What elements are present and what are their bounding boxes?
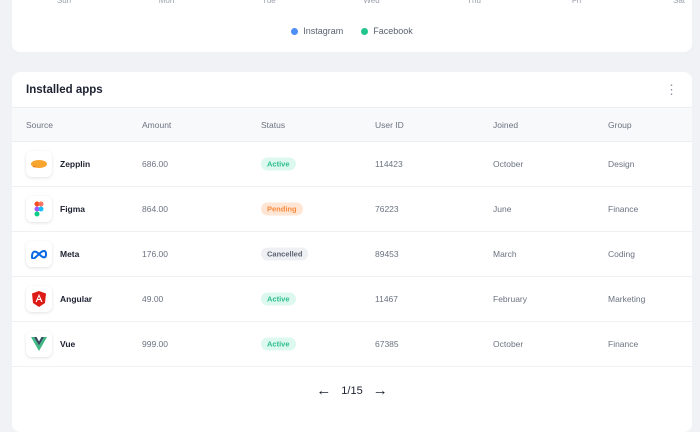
joined-cell: October bbox=[493, 159, 524, 169]
group-cell: Finance bbox=[608, 339, 639, 349]
joined-cell: March bbox=[493, 249, 517, 259]
next-page-button[interactable]: → bbox=[372, 382, 388, 399]
table-row[interactable]: Figma 864.00 Pending 76223 June Finance bbox=[12, 187, 692, 232]
amount-cell: 49.00 bbox=[142, 294, 164, 304]
installed-apps-card: Installed apps ⋮ Source Amount Status Us… bbox=[12, 72, 692, 432]
legend-instagram[interactable]: Instagram bbox=[291, 26, 343, 36]
user-id-cell: 89453 bbox=[375, 249, 399, 259]
joined-cell: June bbox=[493, 204, 512, 214]
col-joined: Joined bbox=[493, 119, 519, 130]
col-group: Group bbox=[608, 119, 632, 130]
zepplin-logo-icon bbox=[26, 151, 52, 177]
vue-logo-icon bbox=[26, 331, 52, 357]
col-user-id: User ID bbox=[375, 119, 404, 130]
status-badge: Active bbox=[261, 337, 296, 351]
group-cell: Design bbox=[608, 159, 635, 169]
x-tick: Thu bbox=[467, 0, 481, 5]
chart-card: Sun Mon Tue Wed Thu Fri Sat Instagram Facebook bbox=[12, 0, 692, 52]
angular-logo-icon bbox=[26, 286, 52, 312]
x-tick: Sat bbox=[672, 0, 686, 5]
x-tick: Tue bbox=[262, 0, 276, 5]
col-source: Source bbox=[26, 119, 53, 130]
amount-cell: 176.00 bbox=[142, 249, 168, 259]
user-id-cell: 76223 bbox=[375, 204, 399, 214]
status-badge: Active bbox=[261, 292, 296, 306]
card-title: Installed apps bbox=[26, 83, 103, 96]
source-cell: Angular bbox=[26, 286, 92, 312]
user-id-cell: 11467 bbox=[375, 294, 399, 304]
pagination: ← 1/15 → bbox=[12, 382, 692, 399]
chart-legend: Instagram Facebook bbox=[12, 26, 692, 36]
user-id-cell: 67385 bbox=[375, 339, 399, 349]
amount-cell: 999.00 bbox=[142, 339, 168, 349]
amount-cell: 686.00 bbox=[142, 159, 168, 169]
source-cell: Meta bbox=[26, 241, 79, 267]
x-tick: Mon bbox=[158, 0, 175, 5]
amount-cell: 864.00 bbox=[142, 204, 168, 214]
col-status: Status bbox=[261, 119, 286, 130]
group-cell: Finance bbox=[608, 204, 639, 214]
x-tick: Wed bbox=[363, 0, 380, 5]
meta-logo-icon bbox=[26, 241, 52, 267]
source-cell: Zepplin bbox=[26, 151, 90, 177]
table-row[interactable]: Vue 999.00 Active 67385 October Finance bbox=[12, 322, 692, 367]
more-vertical-icon[interactable]: ⋮ bbox=[665, 82, 678, 97]
x-tick: Sun bbox=[56, 0, 72, 5]
status-badge: Active bbox=[261, 157, 296, 171]
table-header: Source Amount Status User ID Joined Grou… bbox=[12, 108, 692, 142]
group-cell: Coding bbox=[608, 249, 635, 259]
joined-cell: February bbox=[493, 294, 528, 304]
col-amount: Amount bbox=[142, 119, 172, 130]
status-badge: Cancelled bbox=[261, 247, 309, 261]
source-cell: Vue bbox=[26, 331, 75, 357]
status-badge: Pending bbox=[261, 202, 303, 216]
page-indicator: 1/15 bbox=[341, 384, 363, 397]
legend-facebook[interactable]: Facebook bbox=[361, 26, 413, 36]
joined-cell: October bbox=[493, 339, 524, 349]
group-cell: Marketing bbox=[608, 294, 646, 304]
table-row[interactable]: Meta 176.00 Cancelled 89453 March Coding bbox=[12, 232, 692, 277]
x-tick: Fri bbox=[571, 0, 582, 5]
user-id-cell: 114423 bbox=[375, 159, 403, 169]
table-row[interactable]: Zepplin 686.00 Active 114423 October Des… bbox=[12, 142, 692, 187]
source-cell: Figma bbox=[26, 196, 85, 222]
prev-page-button[interactable]: ← bbox=[316, 382, 332, 399]
figma-logo-icon bbox=[26, 196, 52, 222]
table-row[interactable]: Angular 49.00 Active 11467 February Mark… bbox=[12, 277, 692, 322]
